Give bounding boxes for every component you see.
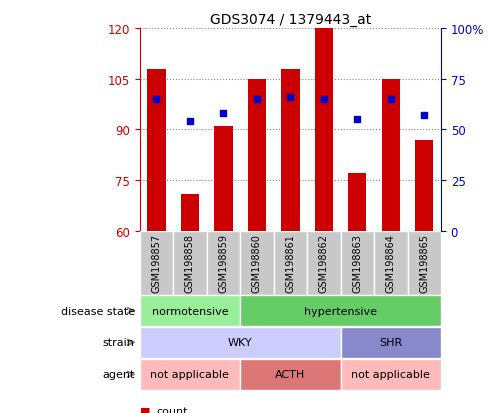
Text: not applicable: not applicable [351, 369, 430, 380]
Text: GSM198865: GSM198865 [419, 233, 429, 292]
Point [220, 111, 227, 117]
Text: GSM198863: GSM198863 [352, 233, 362, 292]
Bar [341, 359, 441, 390]
Bar [382, 79, 400, 231]
Text: hypertensive: hypertensive [304, 306, 377, 316]
Point [353, 116, 361, 123]
Text: GSM198864: GSM198864 [386, 233, 396, 292]
Bar [147, 69, 166, 231]
Text: count: count [157, 406, 188, 413]
Bar [415, 140, 434, 231]
Bar [307, 231, 341, 295]
Title: GDS3074 / 1379443_at: GDS3074 / 1379443_at [210, 12, 371, 26]
Text: SHR: SHR [379, 337, 402, 348]
Bar [247, 79, 266, 231]
Text: GSM198859: GSM198859 [219, 233, 228, 292]
Bar [374, 231, 408, 295]
Text: GSM198861: GSM198861 [285, 233, 295, 292]
Text: not applicable: not applicable [150, 369, 229, 380]
Point [387, 96, 394, 103]
Bar [273, 231, 307, 295]
Bar [140, 359, 240, 390]
Point [286, 95, 294, 101]
Bar [348, 174, 367, 231]
Point [152, 96, 160, 103]
Bar [281, 69, 299, 231]
Bar [240, 231, 273, 295]
Bar [140, 327, 341, 358]
Text: ■: ■ [140, 406, 150, 413]
Bar [173, 231, 207, 295]
Point [420, 113, 428, 119]
Bar [240, 359, 341, 390]
Bar [181, 194, 199, 231]
Text: WKY: WKY [228, 337, 252, 348]
Bar [341, 231, 374, 295]
Bar [240, 295, 441, 326]
Point [186, 119, 194, 125]
Text: agent: agent [102, 369, 135, 380]
Bar [140, 295, 240, 326]
Text: GSM198860: GSM198860 [252, 233, 262, 292]
Point [253, 96, 261, 103]
Text: GSM198862: GSM198862 [319, 233, 329, 292]
Text: disease state: disease state [61, 306, 135, 316]
Bar [315, 29, 333, 231]
Text: GSM198858: GSM198858 [185, 233, 195, 292]
Text: normotensive: normotensive [151, 306, 228, 316]
Text: GSM198857: GSM198857 [151, 233, 161, 292]
Bar [408, 231, 441, 295]
Point [320, 96, 328, 103]
Bar [341, 327, 441, 358]
Bar [214, 127, 233, 231]
Text: ACTH: ACTH [275, 369, 305, 380]
Bar [140, 231, 173, 295]
Bar [207, 231, 240, 295]
Text: strain: strain [103, 337, 135, 348]
